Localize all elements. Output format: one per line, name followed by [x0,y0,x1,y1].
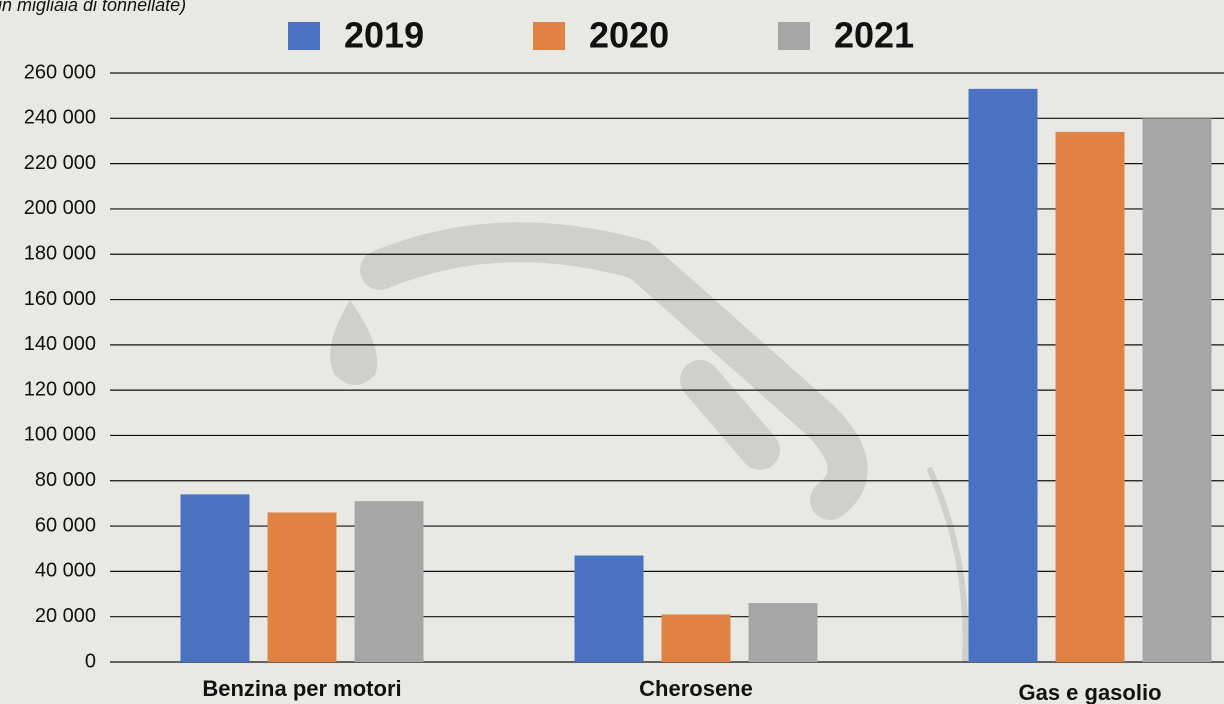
subtitle: (in migliaia di tonnellate) [0,0,186,15]
bar [749,603,818,662]
legend-label: 2021 [834,15,914,56]
bar [355,501,424,662]
chart: (in migliaia di tonnellate) 0 20 000 40 00… [0,0,1224,704]
page: (in migliaia di tonnellate) 0 20 000 40 00… [0,0,1224,704]
bar [1056,132,1125,662]
y-tick-label: 120 000 [24,378,96,400]
bar [268,512,337,662]
y-tick-label: 100 000 [24,424,96,446]
bar [662,614,731,662]
bar [575,556,644,662]
y-tick-label: 200 000 [24,197,96,219]
y-tick-label: 140 000 [24,333,96,355]
y-tick-label: 20 000 [35,605,96,627]
y-tick-label: 0 [85,650,96,672]
legend-label: 2020 [589,15,669,56]
watermark-drop [330,300,377,385]
legend-swatch [533,22,565,50]
watermark [380,242,966,660]
x-tick-label: Benzina per motori [202,676,401,701]
y-tick-label: 220 000 [24,152,96,174]
y-tick-label: 160 000 [24,288,96,310]
x-tick-label: Gas e gasolio [1018,680,1161,704]
y-tick-label: 180 000 [24,243,96,265]
legend-swatch [778,22,810,50]
y-tick-label: 80 000 [35,469,96,491]
legend-label: 2019 [344,15,424,56]
y-tick-label: 240 000 [24,107,96,129]
y-tick-label: 260 000 [24,61,96,83]
x-tick-label: Cherosene [639,676,753,701]
bar [969,89,1038,662]
legend-swatch [288,22,320,50]
y-tick-label: 40 000 [35,560,96,582]
y-tick-label: 60 000 [35,514,96,536]
bar [181,494,250,662]
bar [1143,118,1212,662]
